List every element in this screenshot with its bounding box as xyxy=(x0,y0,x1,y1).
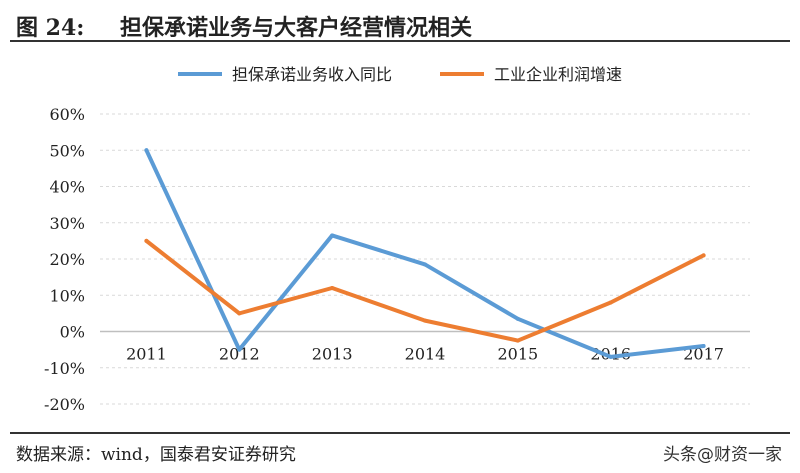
y-tick-label: 0% xyxy=(60,323,85,342)
series-line-1 xyxy=(144,148,706,359)
data-point xyxy=(608,300,613,305)
data-point xyxy=(515,316,520,321)
y-axis-ticks: 60% 50% 40% 30% 20% 10% 0% -10% -20% xyxy=(44,105,85,414)
y-tick-label: 50% xyxy=(49,141,85,160)
legend-label-2: 工业企业利润增速 xyxy=(494,65,622,84)
x-tick-label: 2012 xyxy=(219,345,260,364)
y-tick-label: 10% xyxy=(49,286,85,305)
data-point xyxy=(608,354,613,359)
chart-legend: 担保承诺业务收入同比 工业企业利润增速 xyxy=(178,65,622,84)
x-tick-label: 2015 xyxy=(497,345,538,364)
x-tick-label: 2014 xyxy=(405,345,446,364)
x-tick-label: 2011 xyxy=(126,345,167,364)
chart-gridlines xyxy=(100,113,750,405)
x-axis-ticks: 2011 2012 2013 2014 2015 2016 2017 xyxy=(126,345,724,364)
legend-label-1: 担保承诺业务收入同比 xyxy=(232,65,392,84)
data-point xyxy=(515,338,520,343)
x-tick-label: 2017 xyxy=(683,345,724,364)
data-point xyxy=(330,286,335,290)
figure-label: 图 24: xyxy=(16,15,85,41)
data-point xyxy=(423,318,427,323)
line-chart: 担保承诺业务收入同比 工业企业利润增速 60% 50% 40% 30% 20% 10% 0% -… xyxy=(44,65,750,414)
data-point xyxy=(237,311,242,316)
data-point xyxy=(701,344,706,348)
y-tick-label: 20% xyxy=(49,250,85,269)
figure-footer: 数据来源：wind，国泰君安证券研究 头条@财资一家 xyxy=(10,432,790,468)
y-tick-label: -10% xyxy=(44,359,85,378)
data-point xyxy=(144,238,149,243)
source-note: 数据来源：wind，国泰君安证券研究 xyxy=(16,445,296,465)
data-point xyxy=(701,253,706,258)
x-tick-label: 2016 xyxy=(590,345,631,364)
y-tick-label: 60% xyxy=(49,105,85,124)
figure-title: 担保承诺业务与大客户经营情况相关 xyxy=(120,15,473,41)
y-tick-label: -20% xyxy=(44,395,85,414)
y-tick-label: 40% xyxy=(49,178,85,197)
figure-header: 图 24: 担保承诺业务与大客户经营情况相关 xyxy=(10,6,790,42)
data-point xyxy=(330,233,335,238)
data-point xyxy=(237,347,242,352)
data-point xyxy=(144,148,149,153)
data-point xyxy=(423,262,427,267)
y-tick-label: 30% xyxy=(49,214,85,233)
chart-series xyxy=(144,148,706,359)
x-tick-label: 2013 xyxy=(312,345,353,364)
watermark: 头条@财资一家 xyxy=(663,445,782,465)
